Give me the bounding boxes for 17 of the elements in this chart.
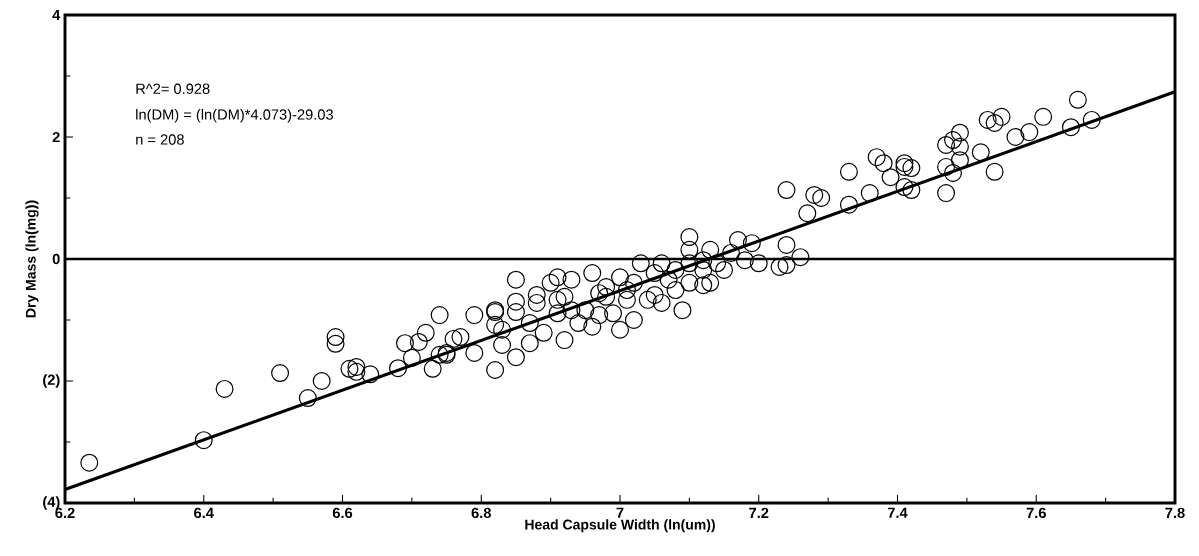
- y-axis-title: Dry Mass (ln(mg)): [25, 200, 39, 318]
- x-tick-label: 6.8: [471, 507, 491, 519]
- x-tick-label: 7.6: [1026, 507, 1046, 519]
- annotation: ln(DM) = (ln(DM)*4.073)-29.03: [136, 108, 333, 123]
- y-tick-label: 2: [52, 131, 60, 143]
- x-tick-label: 7: [616, 507, 624, 518]
- y-tick-label: 0: [52, 253, 60, 265]
- y-tick-label: (2): [43, 374, 60, 388]
- x-tick-label: 7.4: [887, 507, 908, 518]
- x-tick-label: 6.6: [332, 507, 353, 519]
- annotation: n = 208: [136, 134, 184, 145]
- x-tick-label: 7.2: [749, 507, 769, 518]
- annotation: R^2= 0.928: [136, 83, 210, 94]
- x-tick-label: 6.4: [194, 507, 214, 519]
- x-tick-label: 7.8: [1165, 507, 1185, 519]
- y-tick-label: 4: [52, 9, 61, 21]
- x-axis-title: Head Capsule Width (ln(um)): [525, 519, 715, 533]
